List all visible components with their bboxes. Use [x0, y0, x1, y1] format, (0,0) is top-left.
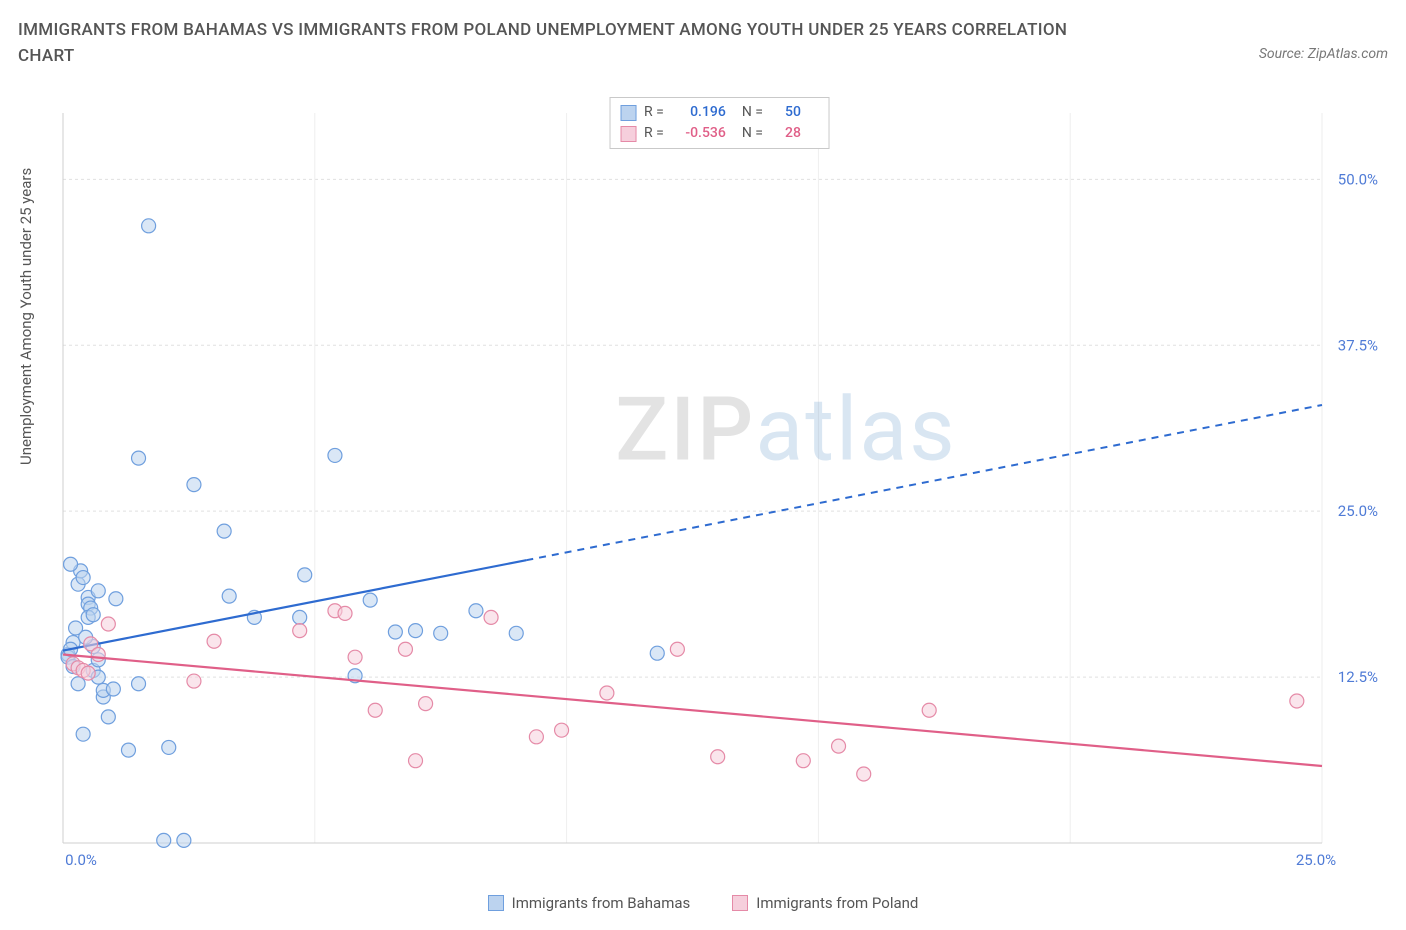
legend-swatch [620, 126, 636, 142]
svg-text:50.0%: 50.0% [1338, 170, 1378, 188]
n-value: 50 [769, 102, 801, 123]
svg-text:37.5%: 37.5% [1338, 336, 1378, 354]
legend-label: Immigrants from Poland [756, 894, 918, 912]
svg-text:25.0%: 25.0% [1296, 851, 1336, 869]
legend-swatch [732, 895, 748, 911]
header: IMMIGRANTS FROM BAHAMAS VS IMMIGRANTS FR… [18, 18, 1388, 69]
r-label: R = [644, 123, 664, 144]
n-label: N = [742, 123, 763, 144]
n-value: 28 [769, 123, 801, 144]
r-value: 0.196 [670, 102, 726, 123]
legend-item: Immigrants from Poland [732, 894, 918, 912]
legend-row: R = 0.196 N = 50 [620, 102, 817, 123]
svg-text:12.5%: 12.5% [1338, 668, 1378, 686]
correlation-legend: R = 0.196 N = 50 R = -0.536 N = 28 [609, 97, 830, 149]
y-axis-label: Unemployment Among Youth under 25 years [17, 168, 35, 465]
chart-title: IMMIGRANTS FROM BAHAMAS VS IMMIGRANTS FR… [18, 18, 1118, 69]
legend-swatch [620, 105, 636, 121]
series-legend: Immigrants from Bahamas Immigrants from P… [0, 894, 1406, 912]
legend-item: Immigrants from Bahamas [488, 894, 691, 912]
r-label: R = [644, 102, 664, 123]
svg-text:25.0%: 25.0% [1338, 502, 1378, 520]
svg-text:0.0%: 0.0% [65, 851, 97, 869]
source-label: Source: ZipAtlas.com [1259, 46, 1388, 62]
n-label: N = [742, 102, 763, 123]
r-value: -0.536 [670, 123, 726, 144]
legend-swatch [488, 895, 504, 911]
legend-label: Immigrants from Bahamas [512, 894, 691, 912]
chart-area: R =0.196N =50R =-0.536N =28 ZIPatlas 12.… [55, 95, 1384, 875]
legend-row: R = -0.536 N = 28 [620, 123, 817, 144]
scatter-plot: 12.5% 25.0% 37.5% 50.0% 0.0% 25.0% [55, 95, 1384, 875]
